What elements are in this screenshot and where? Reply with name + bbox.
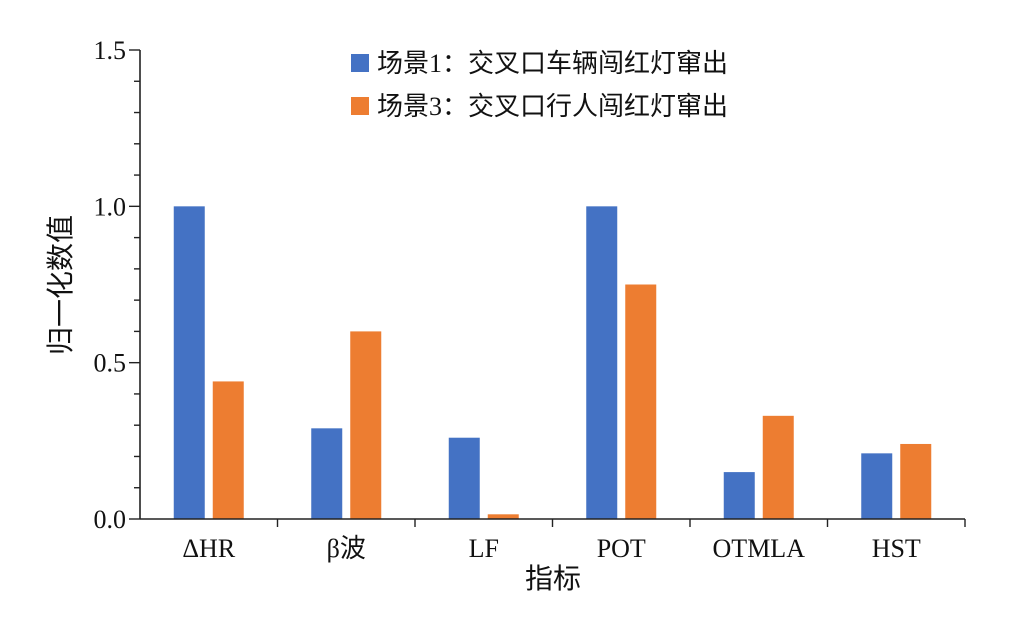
legend-label: 场景3：交叉口行人闯红灯窜出	[377, 92, 728, 121]
x-category-label: POT	[597, 534, 646, 563]
x-axis-title: 指标	[525, 562, 581, 595]
bars-group	[173, 206, 932, 520]
x-category-label: HST	[872, 534, 921, 563]
legend-swatch	[351, 97, 369, 115]
bar-series1-4	[586, 206, 618, 520]
y-tick-label: 1.5	[94, 36, 127, 65]
x-category-label: ΔHR	[182, 534, 235, 563]
y-tick-label: 1.0	[94, 192, 127, 221]
y-ticks-group: 0.0 0.5 1.0 1.5	[94, 36, 140, 534]
bar-series2-2	[350, 331, 382, 519]
bar-series1-5	[723, 472, 755, 519]
bar-series1-6	[861, 453, 893, 519]
legend-swatch	[351, 54, 369, 72]
x-category-label: β波	[327, 534, 366, 563]
x-category-label: LF	[469, 534, 499, 563]
bar-series2-1	[212, 381, 244, 519]
x-category-label: OTMLA	[713, 534, 806, 563]
bar-series1-2	[311, 428, 343, 519]
y-tick-label: 0.0	[94, 505, 127, 534]
y-axis-title: 归一化数值	[44, 215, 77, 355]
bar-series2-5	[762, 415, 794, 519]
bar-series2-3	[487, 514, 519, 519]
bar-series2-6	[900, 443, 932, 519]
bar-series1-3	[448, 437, 480, 519]
legend-label: 场景1：交叉口车辆闯红灯窜出	[377, 49, 728, 78]
bar-series2-4	[625, 284, 657, 519]
y-tick-label: 0.5	[94, 349, 127, 378]
x-labels-group: ΔHR β波 LF POT OTMLA HST	[182, 519, 966, 563]
bar-series1-1	[173, 206, 205, 520]
